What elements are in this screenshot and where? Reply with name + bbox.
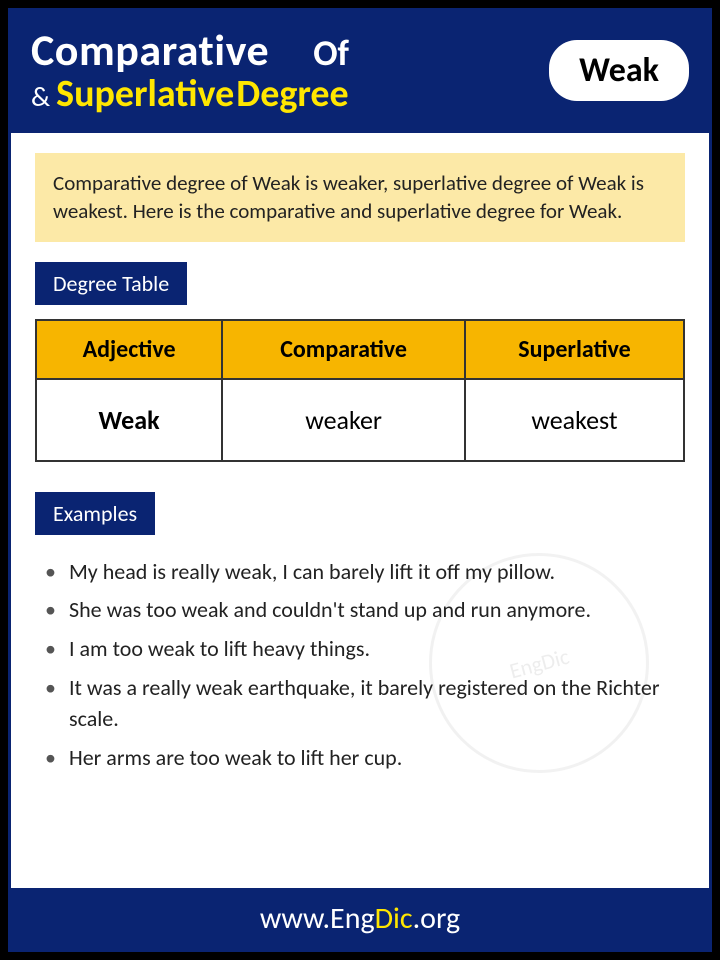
footer-url: www.EngDic.org	[260, 900, 460, 937]
table-header-row: Adjective Comparative Superlative	[36, 320, 684, 379]
list-item: Her arms are too weak to lift her cup.	[45, 739, 685, 778]
section-label-examples: Examples	[35, 492, 155, 535]
cell-superlative: weakest	[465, 379, 684, 461]
document-frame: Comparative Of & Superlative Degree Weak…	[8, 8, 712, 952]
header-title-block: Comparative Of & Superlative Degree	[31, 23, 537, 117]
title-ampersand: &	[31, 79, 50, 114]
footer-suffix: .org	[413, 900, 461, 937]
examples-list: My head is really weak, I can barely lif…	[35, 549, 685, 778]
title-of: Of	[313, 31, 349, 75]
cell-comparative: weaker	[222, 379, 465, 461]
col-comparative: Comparative	[222, 320, 465, 379]
col-superlative: Superlative	[465, 320, 684, 379]
title-row-1: Comparative Of	[31, 23, 537, 77]
header: Comparative Of & Superlative Degree Weak	[11, 11, 709, 133]
title-degree: Degree	[236, 71, 348, 117]
list-item: I am too weak to lift heavy things.	[45, 630, 685, 669]
intro-box: Comparative degree of Weak is weaker, su…	[35, 153, 685, 242]
word-pill-text: Weak	[579, 50, 659, 91]
footer: www.EngDic.org	[11, 888, 709, 949]
list-item: My head is really weak, I can barely lif…	[45, 553, 685, 592]
title-superlative: Superlative	[56, 71, 234, 117]
section-label-degree-table: Degree Table	[35, 262, 187, 305]
list-item: It was a really weak earthquake, it bare…	[45, 669, 685, 739]
list-item: She was too weak and couldn't stand up a…	[45, 591, 685, 630]
table-row: Weak weaker weakest	[36, 379, 684, 461]
word-pill: Weak	[549, 40, 689, 101]
title-comparative: Comparative	[31, 23, 269, 77]
degree-table: Adjective Comparative Superlative Weak w…	[35, 319, 685, 462]
title-row-2: & Superlative Degree	[31, 71, 537, 117]
intro-text: Comparative degree of Weak is weaker, su…	[53, 170, 644, 224]
footer-dic: Dic	[375, 900, 413, 937]
cell-adjective: Weak	[36, 379, 222, 461]
footer-eng: Eng	[330, 900, 375, 937]
col-adjective: Adjective	[36, 320, 222, 379]
content-area: Comparative degree of Weak is weaker, su…	[11, 133, 709, 789]
footer-prefix: www.	[260, 900, 330, 937]
